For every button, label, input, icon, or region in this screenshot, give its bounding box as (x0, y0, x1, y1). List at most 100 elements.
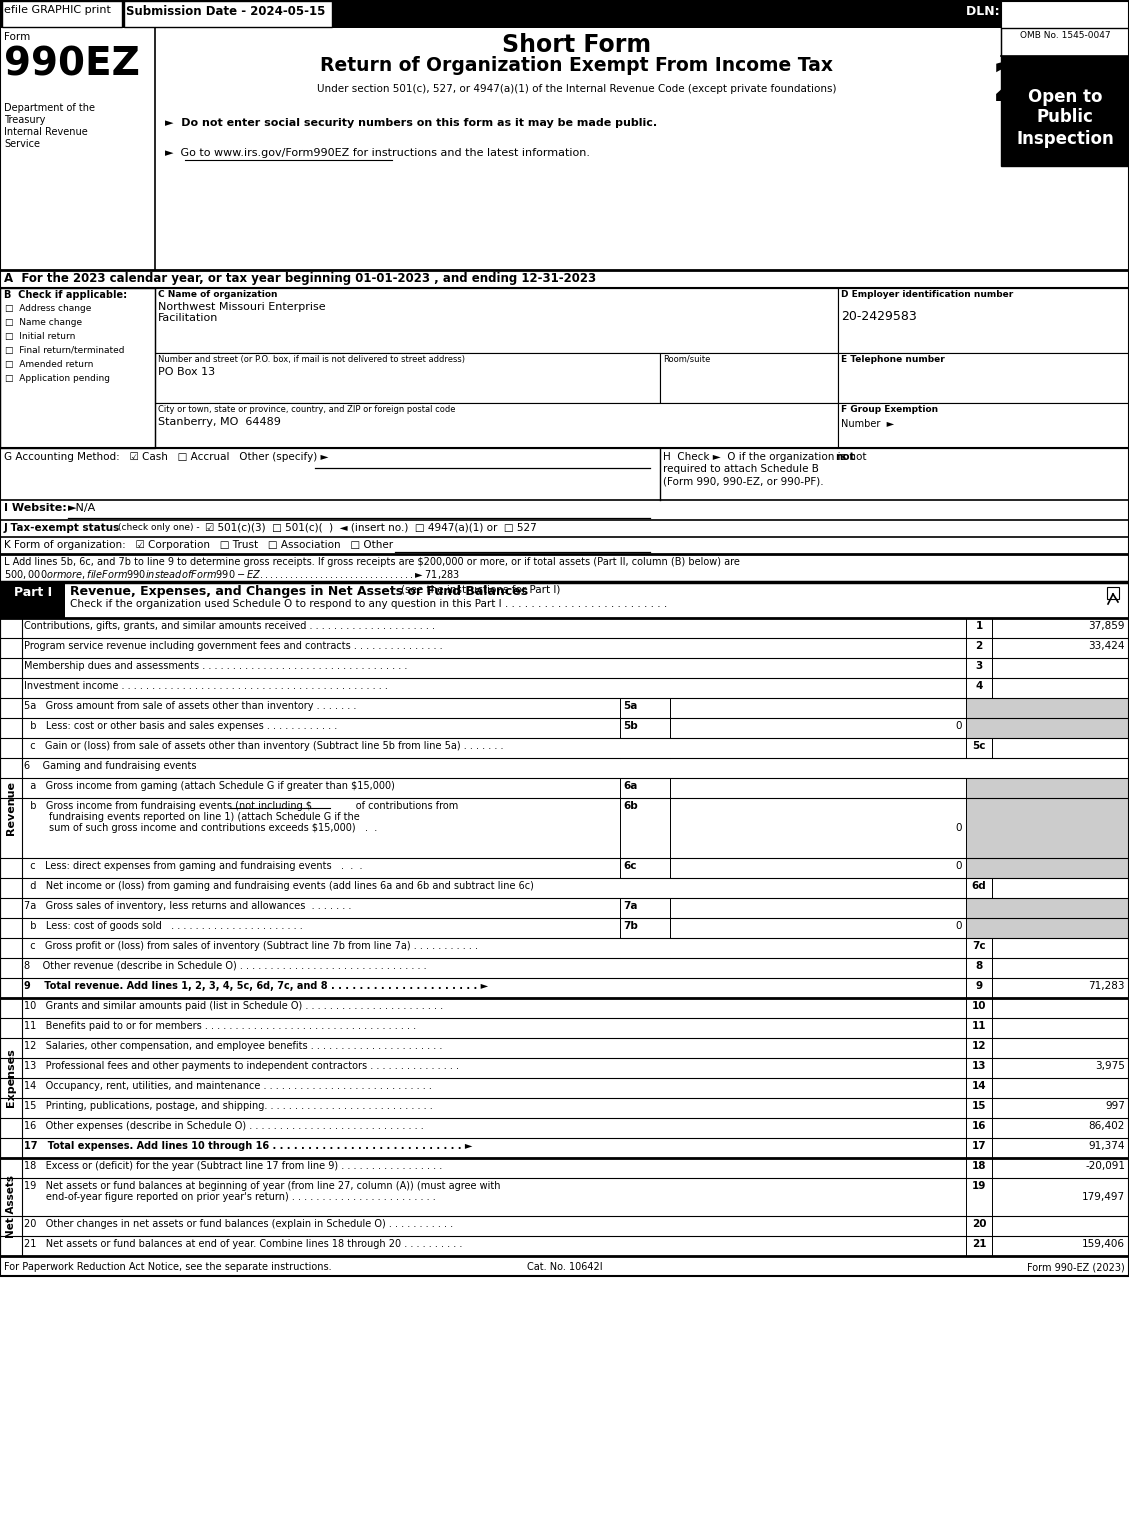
Bar (838, 352, 1129, 403)
Bar (966, 798, 1129, 859)
Bar (992, 637, 1129, 657)
Bar (966, 1118, 992, 1138)
Bar (0, 0, 1129, 1276)
Bar (0, 288, 155, 448)
Text: ►  Do not enter social security numbers on this form as it may be made public.: ► Do not enter social security numbers o… (165, 117, 657, 128)
Text: □  Final return/terminated: □ Final return/terminated (5, 346, 124, 355)
Text: 20-2429583: 20-2429583 (841, 310, 917, 323)
Bar (669, 859, 966, 878)
Text: 7a: 7a (623, 901, 638, 910)
Bar (620, 698, 669, 718)
Text: ►  Go to www.irs.gov/Form990EZ for instructions and the latest information.: ► Go to www.irs.gov/Form990EZ for instru… (165, 148, 590, 159)
Text: -20,091: -20,091 (1085, 1161, 1124, 1171)
Text: J Tax-exempt status: J Tax-exempt status (5, 523, 121, 534)
Text: ☑ 501(c)(3)  □ 501(c)(  )  ◄ (insert no.)  □ 4947(a)(1) or  □ 527: ☑ 501(c)(3) □ 501(c)( ) ◄ (insert no.) □… (205, 523, 536, 534)
Text: City or town, state or province, country, and ZIP or foreign postal code: City or town, state or province, country… (158, 406, 455, 413)
Bar (992, 1019, 1129, 1039)
Text: 2023: 2023 (991, 59, 1129, 111)
Bar (966, 698, 1129, 718)
Bar (155, 403, 838, 448)
Text: Number and street (or P.O. box, if mail is not delivered to street address): Number and street (or P.O. box, if mail … (158, 355, 465, 364)
Text: H  Check ►  O if the organization is not: H Check ► O if the organization is not (663, 451, 866, 462)
Bar (966, 1078, 992, 1098)
Text: Revenue, Expenses, and Changes in Net Assets or Fund Balances: Revenue, Expenses, and Changes in Net As… (70, 586, 528, 598)
Text: b   Less: cost or other basis and sales expenses . . . . . . . . . . . .: b Less: cost or other basis and sales ex… (24, 721, 338, 730)
Bar (966, 997, 992, 1019)
Text: L Add lines 5b, 6c, and 7b to line 9 to determine gross receipts. If gross recei: L Add lines 5b, 6c, and 7b to line 9 to … (5, 557, 739, 567)
Text: 6c: 6c (623, 862, 637, 871)
Bar (992, 1157, 1129, 1177)
Bar (966, 657, 992, 679)
Text: 13   Professional fees and other payments to independent contractors . . . . . .: 13 Professional fees and other payments … (24, 1061, 460, 1071)
Text: fundraising events reported on line 1) (attach Schedule G if the: fundraising events reported on line 1) (… (24, 811, 360, 822)
Text: Department of the: Department of the (5, 104, 95, 113)
Bar (669, 918, 966, 938)
Bar (669, 698, 966, 718)
Bar (124, 2, 332, 27)
Text: K Form of organization:   ☑ Corporation   □ Trust   □ Association   □ Other: K Form of organization: ☑ Corporation □ … (5, 540, 393, 551)
Text: I Website:: I Website: (5, 503, 71, 512)
Text: 71,283: 71,283 (1088, 981, 1124, 991)
Text: d   Net income or (loss) from gaming and fundraising events (add lines 6a and 6b: d Net income or (loss) from gaming and f… (24, 881, 534, 891)
Text: 990EZ: 990EZ (5, 46, 140, 84)
Text: 159,406: 159,406 (1082, 1238, 1124, 1249)
Text: 11: 11 (972, 1022, 987, 1031)
Bar (966, 978, 992, 997)
Bar (992, 1039, 1129, 1058)
Text: 10   Grants and similar amounts paid (list in Schedule O) . . . . . . . . . . . : 10 Grants and similar amounts paid (list… (24, 1000, 443, 1011)
Bar (966, 778, 1129, 798)
Bar (1108, 587, 1119, 599)
Text: 0: 0 (955, 921, 962, 930)
Text: □  Initial return: □ Initial return (5, 332, 76, 342)
Text: D Employer identification number: D Employer identification number (841, 290, 1013, 299)
Text: 21   Net assets or fund balances at end of year. Combine lines 18 through 20 . .: 21 Net assets or fund balances at end of… (24, 1238, 463, 1249)
Bar (966, 718, 1129, 738)
Bar (966, 637, 992, 657)
Bar (838, 288, 1129, 352)
Text: C Name of organization: C Name of organization (158, 290, 278, 299)
Text: 8    Other revenue (describe in Schedule O) . . . . . . . . . . . . . . . . . . : 8 Other revenue (describe in Schedule O)… (24, 961, 427, 971)
Text: 33,424: 33,424 (1088, 640, 1124, 651)
Text: required to attach Schedule B: required to attach Schedule B (663, 464, 819, 474)
Text: (Form 990, 990-EZ, or 990-PF).: (Form 990, 990-EZ, or 990-PF). (663, 476, 824, 486)
Text: 0: 0 (955, 721, 962, 730)
Bar (966, 679, 992, 698)
Text: PO Box 13: PO Box 13 (158, 368, 216, 377)
Text: Contributions, gifts, grants, and similar amounts received . . . . . . . . . . .: Contributions, gifts, grants, and simila… (24, 621, 435, 631)
Text: 8: 8 (975, 961, 982, 971)
Text: 0: 0 (955, 824, 962, 833)
Bar (966, 1098, 992, 1118)
Text: 16   Other expenses (describe in Schedule O) . . . . . . . . . . . . . . . . . .: 16 Other expenses (describe in Schedule … (24, 1121, 423, 1132)
Bar (155, 288, 838, 352)
Text: ►N/A: ►N/A (68, 503, 96, 512)
Text: 9    Total revenue. Add lines 1, 2, 3, 4, 5c, 6d, 7c, and 8 . . . . . . . . . . : 9 Total revenue. Add lines 1, 2, 3, 4, 5… (24, 981, 488, 991)
Bar (1001, 2, 1129, 56)
Bar (992, 1078, 1129, 1098)
Text: 6a: 6a (623, 781, 638, 791)
Bar (966, 878, 992, 898)
Text: 4: 4 (975, 682, 982, 691)
Bar (966, 1019, 992, 1039)
Text: 7b: 7b (623, 921, 638, 930)
Text: Form: Form (5, 32, 30, 43)
Text: b   Gross income from fundraising events (not including $              of contri: b Gross income from fundraising events (… (24, 801, 458, 811)
Text: efile GRAPHIC print: efile GRAPHIC print (5, 5, 111, 15)
Text: DLN: 93492136036834: DLN: 93492136036834 (965, 5, 1124, 18)
Text: Investment income . . . . . . . . . . . . . . . . . . . . . . . . . . . . . . . : Investment income . . . . . . . . . . . … (24, 682, 388, 691)
Bar (966, 1039, 992, 1058)
Text: Revenue: Revenue (6, 781, 16, 836)
Text: not: not (835, 451, 855, 462)
Bar (2, 2, 122, 27)
Bar (620, 898, 669, 918)
Text: Inspection: Inspection (1016, 130, 1114, 148)
Text: Net Assets: Net Assets (6, 1176, 16, 1238)
Bar (620, 798, 669, 859)
Text: 5a: 5a (623, 702, 638, 711)
Text: 997: 997 (1105, 1101, 1124, 1112)
Bar (992, 1098, 1129, 1118)
Text: Treasury: Treasury (5, 114, 45, 125)
Text: B  Check if applicable:: B Check if applicable: (5, 290, 128, 300)
Text: Stanberry, MO  64489: Stanberry, MO 64489 (158, 416, 281, 427)
Text: 3,975: 3,975 (1095, 1061, 1124, 1071)
Bar (992, 1118, 1129, 1138)
